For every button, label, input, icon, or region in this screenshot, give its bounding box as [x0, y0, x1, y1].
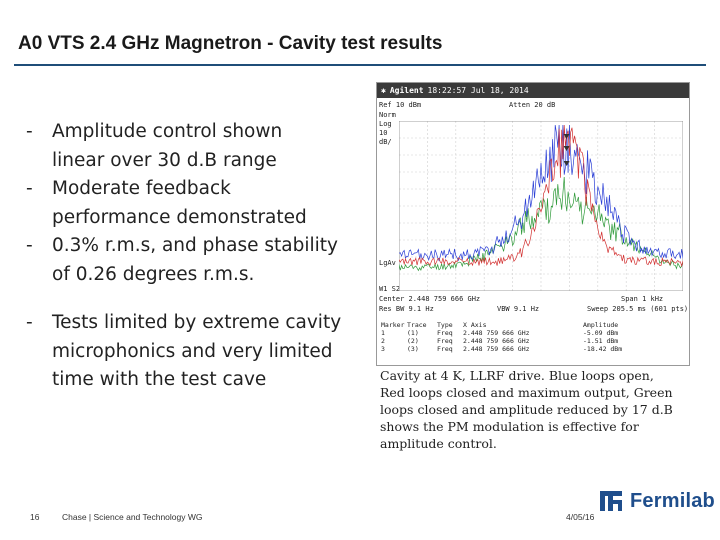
- plot-grid: [399, 121, 683, 291]
- bullet-line: of 0.26 degrees r.m.s.: [52, 263, 255, 285]
- spectrum-trace: [399, 176, 683, 272]
- figure-caption: Cavity at 4 K, LLRF drive. Blue loops op…: [380, 367, 700, 452]
- span: Span 1 kHz: [621, 295, 664, 303]
- scale-norm: Norm: [379, 111, 396, 119]
- marker-row: 2 (2) Freq 2.448 759 666 GHz -1.51 dBm: [381, 337, 687, 345]
- bullet-dash: -: [26, 312, 33, 333]
- cell: (2): [407, 337, 419, 345]
- video-bandwidth: VBW 9.1 Hz: [497, 305, 540, 313]
- marker-row: 3 (3) Freq 2.448 759 666 GHz -18.42 dBm: [381, 345, 687, 353]
- cell: Freq: [437, 345, 453, 353]
- analyzer-header-bar: ✱ Agilent 18:22:57 Jul 18, 2014: [377, 83, 689, 98]
- resolution-bandwidth: Res BW 9.1 Hz: [379, 305, 434, 313]
- spectrum-analyzer-screenshot: ✱ Agilent 18:22:57 Jul 18, 2014 Ref 10 dBm…: [376, 82, 690, 366]
- bullet-line: Moderate feedback: [52, 178, 231, 199]
- analyzer-brand: Agilent: [389, 86, 424, 95]
- footer-presenter: Chase | Science and Technology WG: [62, 512, 203, 522]
- cell: 2.448 759 666 GHz: [463, 345, 530, 353]
- scale-log: Log: [379, 120, 392, 128]
- caption-line: Red loops closed and maximum output, Gre…: [380, 385, 673, 400]
- attenuation: Atten 20 dB: [509, 101, 556, 109]
- cell: Freq: [437, 337, 453, 345]
- bullet-item: - Moderate feedback performance demonstr…: [26, 175, 366, 232]
- spectrum-trace: [399, 124, 683, 268]
- scale-unit: dB/: [379, 138, 392, 146]
- col-type: Type: [437, 321, 453, 329]
- marker-table-header: Marker Trace Type X Axis Amplitude: [381, 321, 687, 329]
- cell: 2.448 759 666 GHz: [463, 337, 530, 345]
- cell: 2: [381, 337, 385, 345]
- bullet-line: Amplitude control shown: [52, 121, 283, 142]
- page-number: 16: [30, 512, 40, 522]
- caption-line: amplitude control.: [380, 436, 497, 451]
- cell: 3: [381, 345, 385, 353]
- col-x-axis: X Axis: [463, 321, 487, 329]
- marker-diamond: [563, 161, 570, 166]
- w1-s2-label: W1 S2: [379, 285, 401, 293]
- cell: (1): [407, 329, 419, 337]
- analyzer-star-icon: ✱: [381, 86, 386, 95]
- bullet-item: - Tests limited by extreme cavity microp…: [26, 309, 366, 395]
- cell: (3): [407, 345, 419, 353]
- title-divider: [14, 64, 706, 66]
- fermilab-logo-text: Fermilab: [630, 489, 715, 512]
- sweep-time: Sweep 205.5 ms (601 pts): [587, 305, 689, 313]
- fermilab-logo: Fermilab: [598, 489, 715, 513]
- bullet-item: - 0.3% r.m.s, and phase stability of 0.2…: [26, 232, 366, 289]
- spectrum-trace: [399, 124, 683, 262]
- bullet-item: - Amplitude control shown linear over 30…: [26, 118, 366, 175]
- bullet-dash: -: [26, 121, 33, 142]
- cell: 2.448 759 666 GHz: [463, 329, 530, 337]
- bullet-line: performance demonstrated: [52, 206, 307, 228]
- col-marker: Marker: [381, 321, 405, 329]
- cell: Freq: [437, 329, 453, 337]
- marker-diamond: [563, 134, 570, 139]
- analyzer-timestamp: 18:22:57 Jul 18, 2014: [427, 86, 529, 95]
- fermilab-logo-icon: [600, 491, 622, 511]
- cell: -18.42 dBm: [583, 345, 623, 353]
- marker-row: 1 (1) Freq 2.448 759 666 GHz -5.09 dBm: [381, 329, 687, 337]
- caption-line: shows the PM modulation is effective for: [380, 419, 639, 434]
- caption-line: loops closed and amplitude reduced by 17…: [380, 402, 673, 417]
- bullet-dash: -: [26, 178, 33, 199]
- marker-diamond: [563, 146, 570, 151]
- footer-date: 4/05/16: [566, 512, 595, 522]
- slide-title: A0 VTS 2.4 GHz Magnetron - Cavity test r…: [18, 33, 443, 54]
- bullet-line: linear over 30 d.B range: [52, 149, 277, 171]
- avg-label: LgAv: [379, 259, 396, 267]
- bullet-line: microphonics and very limited: [52, 340, 333, 362]
- cell: -5.09 dBm: [583, 329, 619, 337]
- bullet-line: 0.3% r.m.s, and phase stability: [52, 235, 338, 256]
- cell: -1.51 dBm: [583, 337, 619, 345]
- bullet-list: - Amplitude control shown linear over 30…: [26, 118, 366, 395]
- ref-level: Ref 10 dBm: [379, 101, 422, 109]
- col-amplitude: Amplitude: [583, 321, 619, 329]
- bullet-line: Tests limited by extreme cavity: [52, 312, 342, 333]
- scale-per-div: 10: [379, 129, 388, 137]
- center-frequency: Center 2.448 759 666 GHz: [379, 295, 481, 303]
- spectrum-plot: [399, 121, 683, 291]
- col-trace: Trace: [407, 321, 427, 329]
- marker-table: Marker Trace Type X Axis Amplitude 1 (1)…: [381, 321, 687, 353]
- bullet-line: time with the test cave: [52, 369, 267, 390]
- cell: 1: [381, 329, 385, 337]
- caption-line: Cavity at 4 K, LLRF drive. Blue loops op…: [380, 368, 654, 383]
- bullet-dash: -: [26, 235, 33, 256]
